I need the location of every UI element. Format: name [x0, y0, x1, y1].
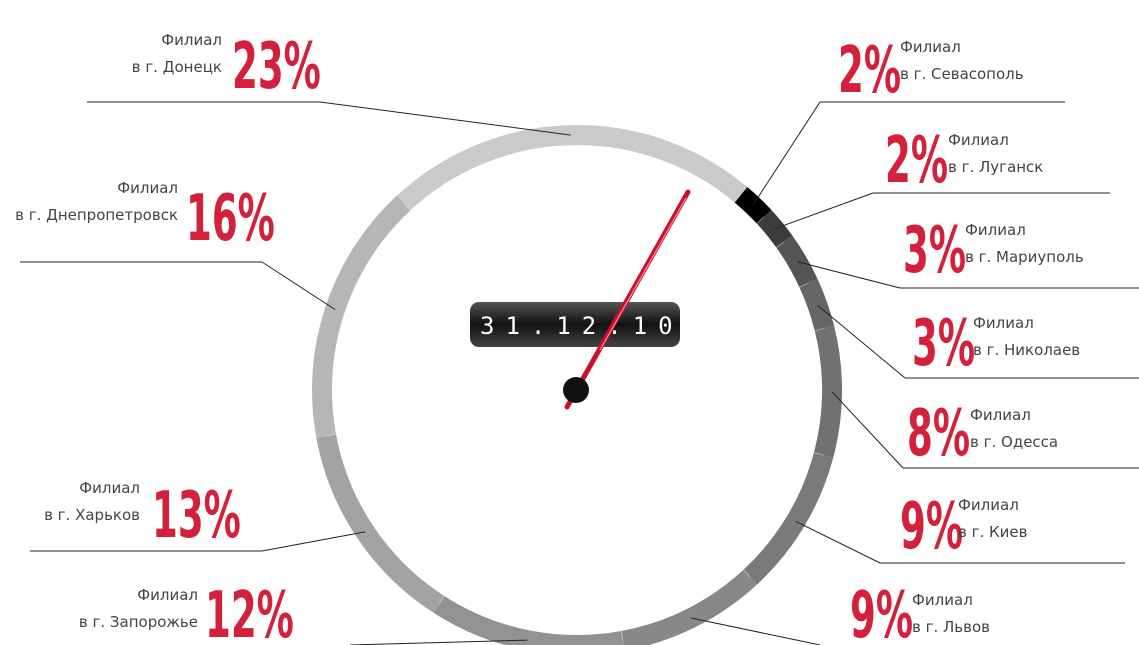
value-label: 3% — [912, 306, 975, 381]
label-heading: Филиал — [973, 314, 1034, 332]
date-counter — [470, 302, 680, 347]
category-label: в г. Львов — [912, 618, 990, 636]
ring-segment — [743, 452, 834, 585]
value-label-group: 12% — [205, 578, 294, 645]
label-heading: Филиал — [958, 496, 1019, 514]
value-label: 2% — [885, 123, 948, 198]
category-label: в г. Запорожье — [79, 613, 198, 631]
category-label: в г. Николаев — [973, 341, 1080, 359]
ring-segment — [799, 278, 835, 331]
leader-line — [261, 261, 336, 310]
ring-segment — [433, 595, 624, 645]
value-label-group: 16% — [186, 181, 275, 256]
ring-segment — [776, 235, 818, 288]
label-heading: Филиал — [900, 38, 961, 56]
value-label: 2% — [838, 33, 901, 108]
label-heading: Филиал — [970, 406, 1031, 424]
category-label: в г. Одесса — [970, 433, 1058, 451]
value-label-group: 13% — [152, 478, 241, 553]
leader-line — [691, 617, 821, 645]
label-heading: Филиал — [948, 131, 1009, 149]
leader-line — [817, 304, 906, 379]
value-label: 12% — [205, 578, 294, 645]
value-label-group: 2% — [885, 123, 948, 198]
value-label: 16% — [186, 181, 275, 256]
category-label: в г. Харьков — [44, 506, 140, 524]
leader-line — [831, 391, 904, 469]
ring-segment — [756, 209, 793, 248]
category-label: в г. Луганск — [948, 158, 1043, 176]
label-heading: Филиал — [117, 179, 178, 197]
segment-divider — [814, 327, 825, 332]
label-heading: Филиал — [161, 31, 222, 49]
date: 31.12.10 — [480, 312, 684, 340]
label-heading: Филиал — [137, 586, 198, 604]
segment-divider — [799, 282, 809, 288]
value-label-group: 8% — [907, 396, 970, 471]
leader-line — [797, 261, 901, 289]
category-label: в г. Днепропетровск — [15, 206, 178, 224]
segment-divider — [813, 452, 824, 456]
needle — [564, 189, 691, 410]
value-label-group: 9% — [850, 578, 913, 645]
value-label-group: 3% — [912, 306, 975, 381]
category-label: в г. Киев — [958, 523, 1028, 541]
segment-divider — [403, 202, 411, 211]
label-heading: Филиал — [79, 479, 140, 497]
ring-segment — [734, 186, 772, 224]
value-label-group: 2% — [838, 33, 901, 108]
needle-highlight — [599, 197, 687, 351]
leader-line — [349, 639, 528, 645]
value-label: 9% — [850, 578, 913, 645]
segment-divider — [743, 569, 751, 578]
leader-line — [752, 101, 821, 206]
leader-line — [261, 531, 366, 552]
segment-divider — [620, 630, 624, 641]
value-label-group: 23% — [232, 29, 321, 104]
ring-segment — [312, 195, 411, 438]
ring-segment — [621, 569, 758, 645]
value-label: 8% — [907, 396, 970, 471]
leader-line — [774, 192, 874, 230]
needle-knob — [563, 377, 589, 403]
segment-divider — [756, 216, 765, 224]
label-heading: Филиал — [965, 221, 1026, 239]
value-label: 9% — [900, 489, 963, 564]
value-label: 3% — [903, 213, 966, 288]
segment-divider — [438, 595, 445, 605]
segment-divider — [775, 241, 785, 248]
value-label: 13% — [152, 478, 241, 553]
category-label: в г. Мариуполь — [965, 248, 1084, 266]
leader-line — [319, 101, 571, 136]
category-label: в г. Донецк — [132, 58, 222, 76]
leader-line — [795, 520, 881, 564]
ring-segment — [316, 434, 445, 613]
value-label-group: 3% — [903, 213, 966, 288]
segment-divider — [326, 433, 337, 437]
ring-segment — [813, 325, 842, 458]
label-heading: Филиал — [912, 591, 973, 609]
category-label: в г. Севасополь — [900, 65, 1024, 83]
value-label: 23% — [232, 29, 321, 104]
value-label-group: 9% — [900, 489, 963, 564]
